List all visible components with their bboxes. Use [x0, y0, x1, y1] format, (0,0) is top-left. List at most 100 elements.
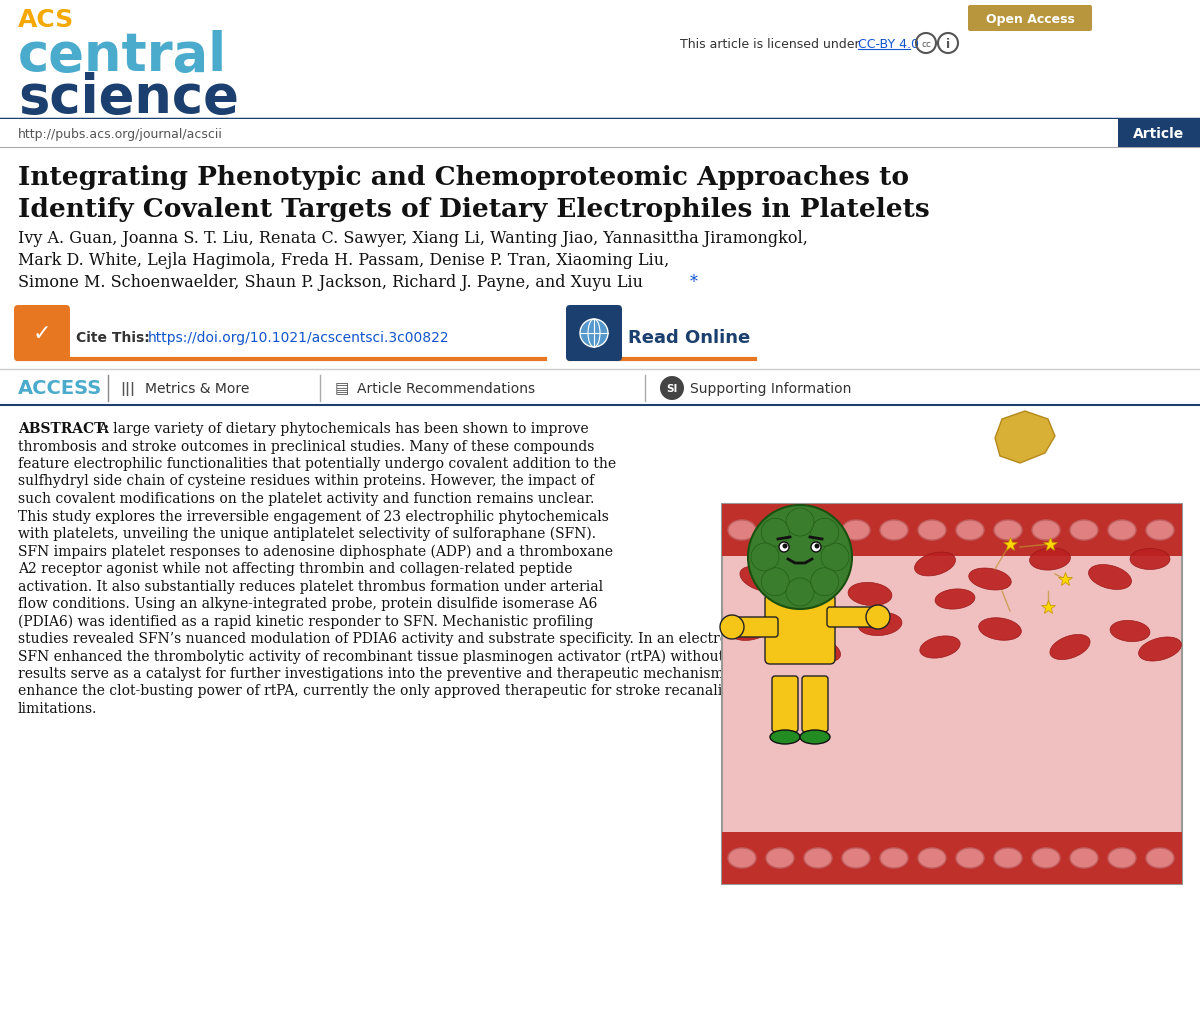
Text: Supporting Information: Supporting Information — [690, 381, 851, 395]
Text: Simone M. Schoenwaelder, Shaun P. Jackson, Richard J. Payne, and Xuyu Liu: Simone M. Schoenwaelder, Shaun P. Jackso… — [18, 274, 643, 291]
Ellipse shape — [918, 848, 946, 868]
Text: cc: cc — [922, 39, 931, 49]
Text: results serve as a catalyst for further investigations into the preventive and t: results serve as a catalyst for further … — [18, 666, 972, 680]
Text: *: * — [690, 274, 698, 291]
Circle shape — [748, 506, 852, 610]
Ellipse shape — [1110, 621, 1150, 642]
Ellipse shape — [1070, 521, 1098, 541]
Ellipse shape — [914, 553, 955, 576]
FancyBboxPatch shape — [14, 305, 70, 362]
Text: A2 receptor agonist while not affecting thrombin and collagen-related peptide: A2 receptor agonist while not affecting … — [18, 561, 572, 575]
Ellipse shape — [804, 521, 832, 541]
Text: limitations.: limitations. — [18, 702, 97, 716]
Ellipse shape — [799, 637, 840, 662]
Text: Read Online: Read Online — [628, 329, 750, 347]
Text: enhance the clot-busting power of rtPA, currently the only approved therapeutic : enhance the clot-busting power of rtPA, … — [18, 683, 906, 698]
Bar — [0, 372, 1200, 405]
Ellipse shape — [1108, 521, 1136, 541]
Bar — [722, 504, 1182, 556]
Ellipse shape — [1146, 521, 1174, 541]
Bar — [0, 120, 1200, 148]
Text: CC-BY 4.0: CC-BY 4.0 — [858, 37, 919, 51]
Text: activation. It also substantially reduces platelet thrombus formation under arte: activation. It also substantially reduce… — [18, 579, 604, 592]
Ellipse shape — [880, 848, 908, 868]
Circle shape — [786, 509, 814, 537]
Ellipse shape — [1070, 848, 1098, 868]
Text: Open Access: Open Access — [985, 12, 1074, 25]
Ellipse shape — [766, 521, 794, 541]
Text: |||: ||| — [120, 381, 134, 395]
Ellipse shape — [979, 618, 1021, 641]
Ellipse shape — [968, 568, 1012, 590]
Text: Metrics & More: Metrics & More — [145, 381, 250, 395]
Bar — [722, 832, 1182, 885]
Text: This article is licensed under: This article is licensed under — [680, 37, 864, 51]
Circle shape — [660, 377, 684, 400]
Text: with platelets, unveiling the unique antiplatelet selectivity of sulforaphane (S: with platelets, unveiling the unique ant… — [18, 527, 596, 541]
Ellipse shape — [842, 521, 870, 541]
Text: Cite This:: Cite This: — [76, 331, 155, 345]
Text: ACS: ACS — [18, 8, 74, 32]
Text: central: central — [18, 30, 227, 82]
Ellipse shape — [848, 582, 892, 606]
Text: ACCESS: ACCESS — [18, 379, 102, 398]
Text: ✓: ✓ — [32, 324, 52, 344]
Text: such covalent modifications on the platelet activity and function remains unclea: such covalent modifications on the plate… — [18, 491, 594, 506]
FancyBboxPatch shape — [802, 676, 828, 732]
Ellipse shape — [730, 618, 770, 641]
Ellipse shape — [1146, 848, 1174, 868]
FancyBboxPatch shape — [968, 6, 1092, 32]
Ellipse shape — [918, 521, 946, 541]
Circle shape — [821, 544, 850, 571]
Ellipse shape — [770, 730, 800, 744]
Text: Ivy A. Guan, Joanna S. T. Liu, Renata C. Sawyer, Xiang Li, Wanting Jiao, Yannasi: Ivy A. Guan, Joanna S. T. Liu, Renata C.… — [18, 229, 808, 247]
Text: A large variety of dietary phytochemicals has been shown to improve: A large variety of dietary phytochemical… — [90, 422, 589, 436]
Text: Mark D. White, Lejla Hagimola, Freda H. Passam, Denise P. Tran, Xiaoming Liu,: Mark D. White, Lejla Hagimola, Freda H. … — [18, 252, 670, 269]
Ellipse shape — [1032, 848, 1060, 868]
Text: SFN impairs platelet responses to adenosine diphosphate (ADP) and a thromboxane: SFN impairs platelet responses to adenos… — [18, 544, 613, 558]
Ellipse shape — [956, 521, 984, 541]
Ellipse shape — [1030, 548, 1070, 570]
Text: SI: SI — [666, 383, 678, 393]
Ellipse shape — [956, 848, 984, 868]
Text: Integrating Phenotypic and Chemoproteomic Approaches to: Integrating Phenotypic and Chemoproteomi… — [18, 165, 910, 190]
Circle shape — [786, 578, 814, 607]
Text: Article: Article — [1133, 126, 1184, 141]
Bar — [792, 577, 808, 598]
Ellipse shape — [920, 636, 960, 658]
Ellipse shape — [994, 521, 1022, 541]
Circle shape — [811, 543, 821, 552]
Ellipse shape — [766, 848, 794, 868]
Circle shape — [720, 616, 744, 639]
Polygon shape — [995, 411, 1055, 463]
Circle shape — [751, 544, 779, 571]
Text: studies revealed SFN’s nuanced modulation of PDIA6 activity and substrate specif: studies revealed SFN’s nuanced modulatio… — [18, 632, 958, 645]
FancyBboxPatch shape — [772, 676, 798, 732]
Ellipse shape — [858, 613, 902, 636]
Text: Identify Covalent Targets of Dietary Electrophiles in Platelets: Identify Covalent Targets of Dietary Ele… — [18, 197, 930, 221]
Text: science: science — [18, 72, 239, 124]
Ellipse shape — [935, 589, 974, 610]
Text: https://doi.org/10.1021/acscentsci.3c00822: https://doi.org/10.1021/acscentsci.3c008… — [148, 331, 450, 345]
Circle shape — [580, 319, 608, 348]
Text: http://pubs.acs.org/journal/acscii: http://pubs.acs.org/journal/acscii — [18, 127, 223, 141]
Bar — [722, 504, 1182, 885]
Ellipse shape — [1088, 565, 1132, 589]
Ellipse shape — [1032, 521, 1060, 541]
Ellipse shape — [740, 567, 780, 592]
Ellipse shape — [1050, 635, 1090, 660]
Circle shape — [811, 519, 839, 547]
Ellipse shape — [804, 848, 832, 868]
FancyBboxPatch shape — [827, 608, 878, 628]
Circle shape — [811, 568, 839, 596]
Circle shape — [761, 519, 790, 547]
Text: flow conditions. Using an alkyne-integrated probe, protein disulfide isomerase A: flow conditions. Using an alkyne-integra… — [18, 596, 598, 611]
Circle shape — [779, 543, 790, 552]
Circle shape — [782, 544, 787, 549]
FancyBboxPatch shape — [566, 305, 622, 362]
Text: (PDIA6) was identified as a rapid kinetic responder to SFN. Mechanistic profilin: (PDIA6) was identified as a rapid kineti… — [18, 614, 593, 628]
Text: ▤: ▤ — [335, 381, 349, 396]
Bar — [1118, 120, 1200, 148]
Ellipse shape — [800, 549, 840, 570]
Text: SFN enhanced the thrombolytic activity of recombinant tissue plasminogen activat: SFN enhanced the thrombolytic activity o… — [18, 649, 913, 663]
